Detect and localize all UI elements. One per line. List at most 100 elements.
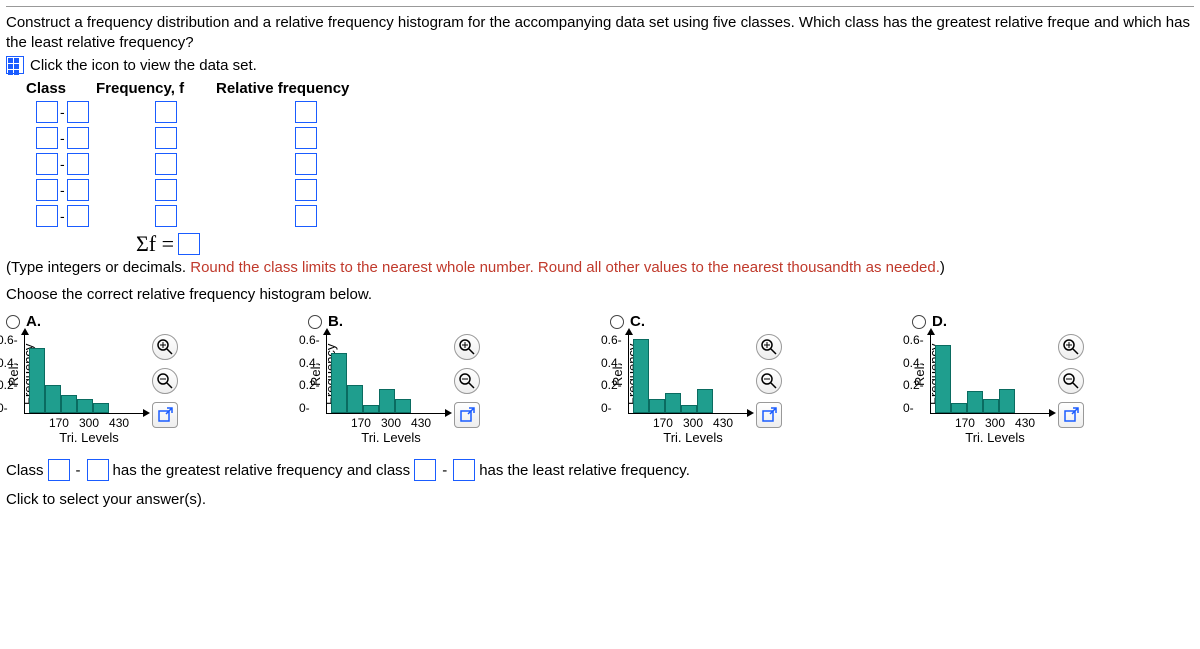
popout-icon[interactable] [454,402,480,428]
histogram-chart: 0.6-0.4-0.2-0- [930,334,1050,414]
least-low-input[interactable] [414,459,436,481]
histogram-bar [951,403,967,413]
class-high-input[interactable] [67,127,89,149]
zoom-in-icon[interactable] [152,334,178,360]
option: B.Rel. Frequency0.6-0.4-0.2-0-170300430T… [308,313,590,445]
y-ticks: 0.6-0.4-0.2-0- [903,334,924,414]
class-low-input[interactable] [36,101,58,123]
table-row: - [36,101,1194,123]
relfreq-input[interactable] [295,101,317,123]
col-freq: Frequency, f [96,80,216,97]
x-axis-label: Tri. Levels [940,430,1050,445]
histogram-bar [999,389,1015,413]
popout-icon[interactable] [152,402,178,428]
histogram-bar [395,399,411,413]
x-axis-label: Tri. Levels [336,430,446,445]
freq-table-body: - - - - - [36,101,1194,227]
bottom-sentence: Class - has the greatest relative freque… [6,459,1194,481]
question-prompt: Construct a frequency distribution and a… [6,13,1194,52]
histogram-chart: 0.6-0.4-0.2-0- [326,334,446,414]
class-high-input[interactable] [67,153,89,175]
option-radio[interactable] [6,315,20,329]
histogram-bar [649,399,665,413]
histogram-bar [45,385,61,413]
rounding-note: (Type integers or decimals. Round the cl… [6,259,1194,276]
sigma-row: Σf = [136,231,1194,257]
relfreq-input[interactable] [295,205,317,227]
class-high-input[interactable] [67,205,89,227]
relfreq-input[interactable] [295,153,317,175]
histogram-bar [967,391,983,413]
option: C.Rel. Frequency0.6-0.4-0.2-0-170300430T… [610,313,892,445]
freq-input[interactable] [155,179,177,201]
freq-input[interactable] [155,153,177,175]
x-ticks: 170300430 [34,416,144,430]
click-select-hint: Click to select your answer(s). [6,491,1194,508]
option: A.Rel. Frequency0.6-0.4-0.2-0-170300430T… [6,313,288,445]
y-ticks: 0.6-0.4-0.2-0- [0,334,18,414]
sigma-input[interactable] [178,233,200,255]
zoom-out-icon[interactable] [756,368,782,394]
table-row: - [36,153,1194,175]
option: D.Rel. Frequency0.6-0.4-0.2-0-170300430T… [912,313,1194,445]
zoom-out-icon[interactable] [152,368,178,394]
x-ticks: 170300430 [940,416,1050,430]
table-row: - [36,179,1194,201]
histogram-bar [61,395,77,413]
option-radio[interactable] [912,315,926,329]
option-radio[interactable] [308,315,322,329]
histogram-chart: 0.6-0.4-0.2-0- [24,334,144,414]
col-rel: Relative frequency [216,80,376,97]
histogram-bar [697,389,713,413]
freq-table-header: Class Frequency, f Relative frequency [26,80,1194,97]
least-high-input[interactable] [453,459,475,481]
histogram-options: A.Rel. Frequency0.6-0.4-0.2-0-170300430T… [6,313,1194,445]
zoom-out-icon[interactable] [454,368,480,394]
zoom-in-icon[interactable] [454,334,480,360]
x-ticks: 170300430 [336,416,446,430]
zoom-out-icon[interactable] [1058,368,1084,394]
zoom-in-icon[interactable] [756,334,782,360]
histogram-bar [347,385,363,413]
relfreq-input[interactable] [295,179,317,201]
histogram-bar [681,405,697,413]
greatest-high-input[interactable] [87,459,109,481]
popout-icon[interactable] [756,402,782,428]
histogram-bar [93,403,109,413]
table-row: - [36,205,1194,227]
histogram-bar [633,339,649,413]
class-high-input[interactable] [67,179,89,201]
freq-input[interactable] [155,127,177,149]
freq-input[interactable] [155,101,177,123]
histogram-bar [379,389,395,413]
x-axis-label: Tri. Levels [638,430,748,445]
sigma-label: Σf = [136,231,174,257]
table-row: - [36,127,1194,149]
y-ticks: 0.6-0.4-0.2-0- [299,334,320,414]
histogram-bar [331,353,347,413]
relfreq-input[interactable] [295,127,317,149]
x-axis-label: Tri. Levels [34,430,144,445]
class-high-input[interactable] [67,101,89,123]
col-class: Class [26,80,96,97]
zoom-in-icon[interactable] [1058,334,1084,360]
histogram-bar [935,345,951,413]
freq-input[interactable] [155,205,177,227]
class-low-input[interactable] [36,205,58,227]
class-low-input[interactable] [36,127,58,149]
x-ticks: 170300430 [638,416,748,430]
histogram-bar [983,399,999,413]
histogram-bar [29,348,45,413]
greatest-low-input[interactable] [48,459,70,481]
view-data-link[interactable]: Click the icon to view the data set. [30,57,257,74]
option-radio[interactable] [610,315,624,329]
class-low-input[interactable] [36,153,58,175]
data-set-icon[interactable] [6,56,24,74]
histogram-chart: 0.6-0.4-0.2-0- [628,334,748,414]
popout-icon[interactable] [1058,402,1084,428]
y-ticks: 0.6-0.4-0.2-0- [601,334,622,414]
class-low-input[interactable] [36,179,58,201]
histogram-bar [363,405,379,413]
choose-prompt: Choose the correct relative frequency hi… [6,286,1194,303]
histogram-bar [665,393,681,413]
